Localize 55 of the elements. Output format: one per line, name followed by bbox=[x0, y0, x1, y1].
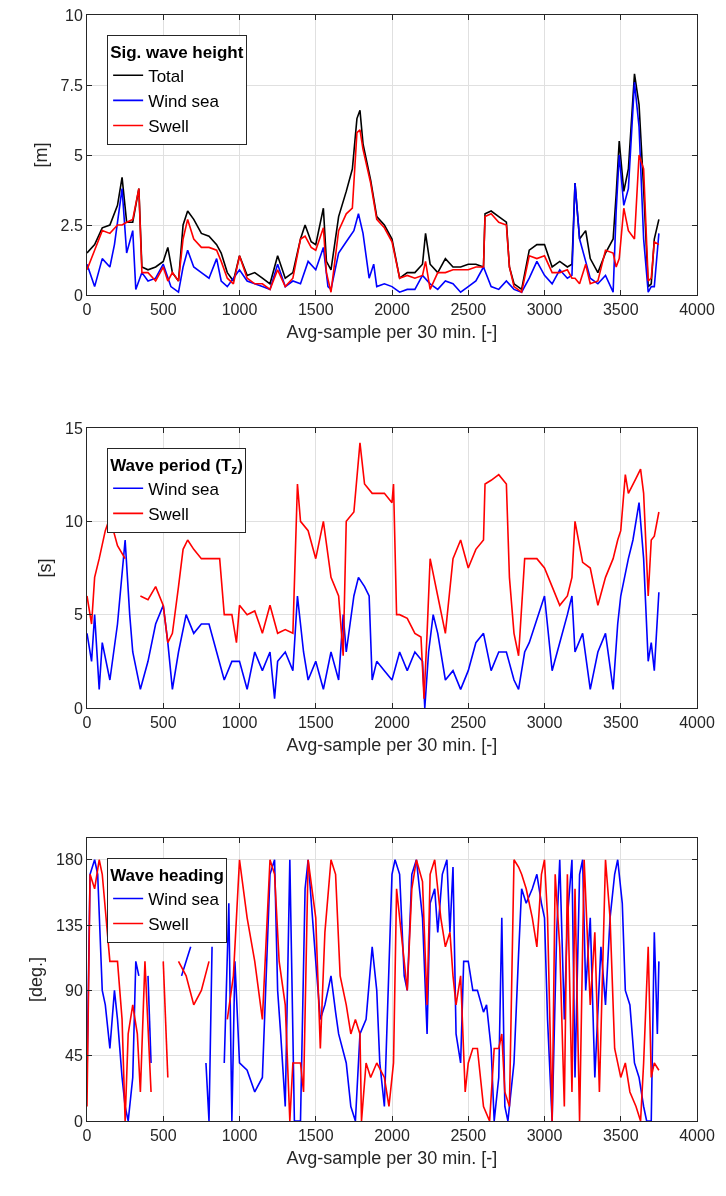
x-tick-label: 1000 bbox=[221, 714, 258, 732]
x-tick-label: 2000 bbox=[374, 1127, 410, 1145]
y-tick-label: 15 bbox=[65, 419, 83, 437]
x-tick-label: 4000 bbox=[679, 714, 715, 732]
x-axis-title: Avg-sample per 30 min. [-] bbox=[286, 1148, 498, 1169]
x-tick-label: 3000 bbox=[526, 301, 563, 319]
x-tick-label: 2000 bbox=[374, 301, 410, 319]
x-tick-label: 3000 bbox=[526, 714, 563, 732]
x-tick-label: 3500 bbox=[602, 301, 639, 319]
x-tick-label: 500 bbox=[149, 301, 177, 319]
legend-label: Swell bbox=[148, 117, 189, 137]
legend-label: Wind sea bbox=[148, 890, 220, 910]
y-tick-label: 5 bbox=[73, 606, 83, 624]
x-tick-label: 2000 bbox=[374, 714, 410, 732]
x-tick-label: 1000 bbox=[221, 1127, 258, 1145]
x-tick-label: 1500 bbox=[297, 301, 334, 319]
x-axis-title: Avg-sample per 30 min. [-] bbox=[286, 322, 498, 343]
x-tick-label: 500 bbox=[149, 714, 177, 732]
x-axis-title: Avg-sample per 30 min. [-] bbox=[286, 735, 498, 756]
y-tick-label: 5 bbox=[73, 146, 83, 164]
y-tick-label: 0 bbox=[73, 286, 83, 304]
y-axis-title: [s] bbox=[35, 558, 56, 578]
y-tick-label: 0 bbox=[73, 1112, 83, 1130]
legend-label: Wind sea bbox=[148, 479, 220, 499]
x-tick-label: 1500 bbox=[297, 714, 334, 732]
y-tick-label: 2.5 bbox=[60, 216, 83, 234]
x-tick-label: 2500 bbox=[450, 1127, 487, 1145]
legend-title: Wave period (T$_{z}$) bbox=[110, 455, 243, 478]
y-tick-label: 0 bbox=[73, 699, 83, 717]
y-tick-label: 135 bbox=[56, 916, 83, 934]
y-tick-label: 90 bbox=[65, 981, 83, 999]
x-tick-label: 2500 bbox=[450, 714, 487, 732]
x-tick-label: 1000 bbox=[221, 301, 258, 319]
y-tick-label: 10 bbox=[65, 6, 83, 24]
x-tick-label: 2500 bbox=[450, 301, 487, 319]
y-tick-label: 7.5 bbox=[60, 76, 83, 94]
legend-label: Total bbox=[148, 66, 185, 86]
legend-title: Sig. wave height bbox=[110, 42, 244, 62]
legend-label: Swell bbox=[148, 915, 189, 935]
x-tick-label: 4000 bbox=[679, 1127, 715, 1145]
legend-label: Swell bbox=[148, 504, 189, 524]
x-tick-label: 1500 bbox=[297, 1127, 334, 1145]
legend-label: Wind sea bbox=[148, 91, 220, 111]
y-axis-title: [deg.] bbox=[26, 956, 47, 1003]
x-tick-label: 3500 bbox=[602, 714, 639, 732]
x-tick-label: 3500 bbox=[602, 1127, 639, 1145]
x-tick-label: 4000 bbox=[679, 301, 715, 319]
line-series bbox=[87, 501, 660, 708]
y-tick-label: 45 bbox=[65, 1047, 83, 1065]
y-axis-title: [m] bbox=[30, 142, 51, 168]
y-tick-label: 180 bbox=[56, 851, 83, 869]
legend-title: Wave heading bbox=[110, 865, 224, 885]
x-tick-label: 500 bbox=[149, 1127, 177, 1145]
x-tick-label: 3000 bbox=[526, 1127, 563, 1145]
y-tick-label: 10 bbox=[65, 512, 83, 530]
